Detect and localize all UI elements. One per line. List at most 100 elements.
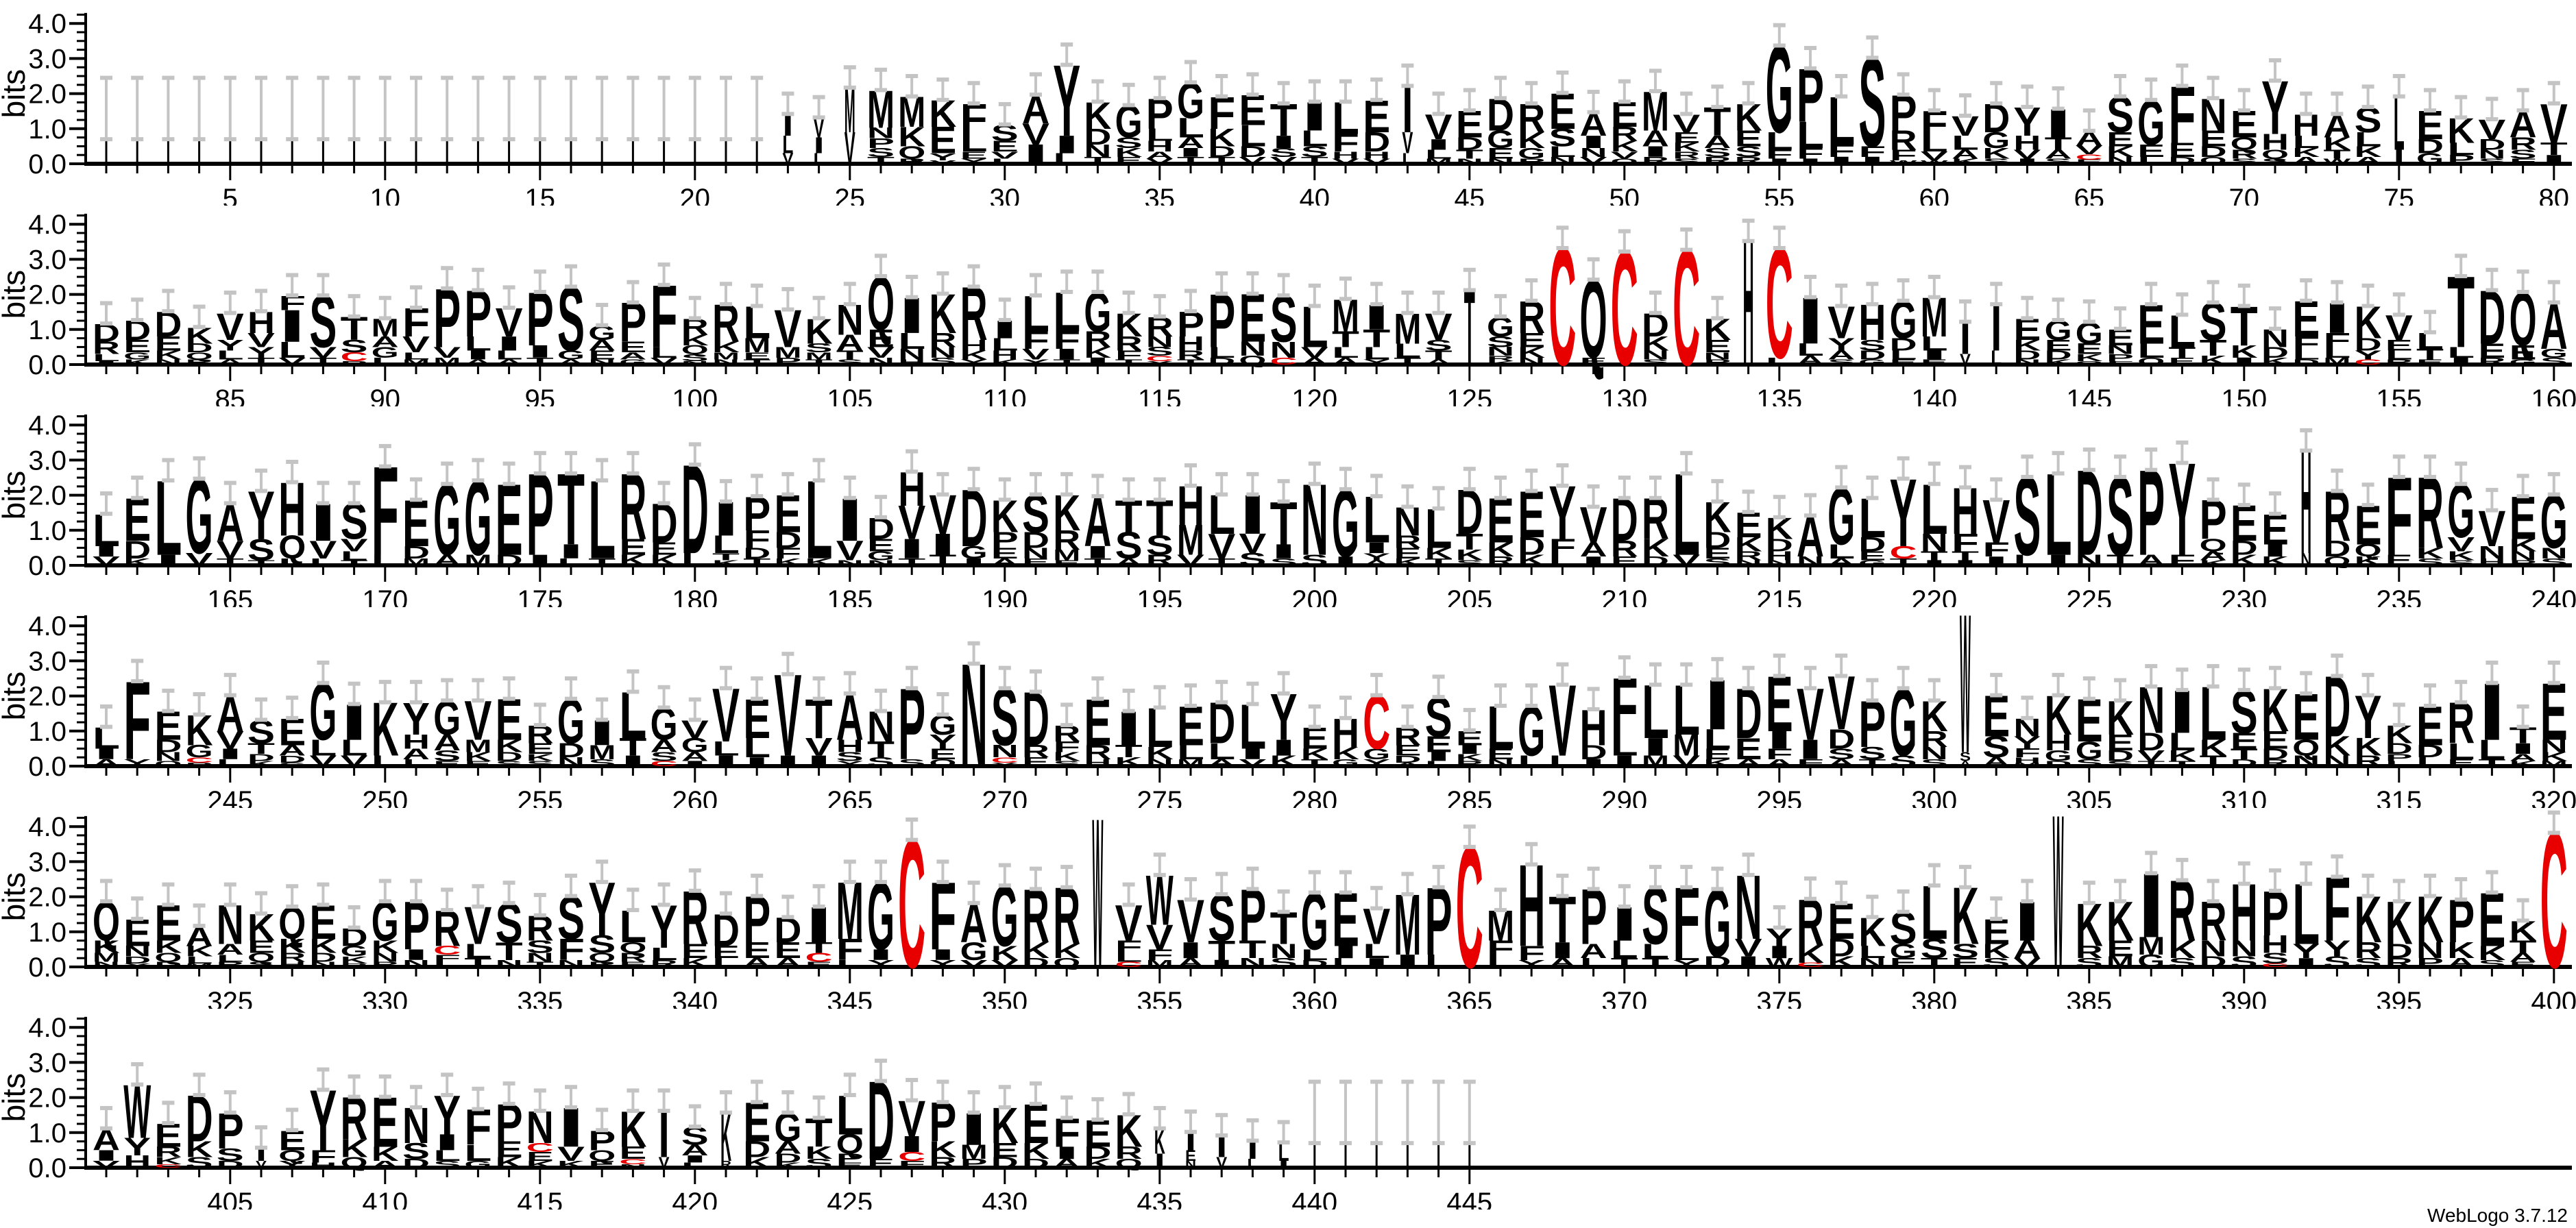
error-bar bbox=[751, 1079, 764, 1105]
logo-letter: Y bbox=[1022, 358, 1049, 366]
logo-letter: Y bbox=[2323, 936, 2350, 961]
error-bar bbox=[286, 75, 299, 142]
logo-letter: K bbox=[774, 1161, 801, 1169]
logo-letter: M bbox=[464, 736, 491, 756]
logo-letter: R bbox=[341, 962, 368, 968]
error-bar bbox=[720, 1090, 732, 1115]
logo-letter: R bbox=[186, 761, 213, 767]
error-bar bbox=[1556, 225, 1569, 251]
logo-letter: S bbox=[1487, 333, 1514, 350]
logo-letter: A bbox=[278, 742, 306, 759]
logo-letter: A bbox=[2013, 935, 2041, 963]
logo-row-canvas-6: 0.0 1.0 2.0 3.0 4.0 bits 405 410 415 420 425 430 435… bbox=[0, 1013, 2572, 1218]
logo-letter: V bbox=[1611, 149, 1638, 161]
logo-letter: E bbox=[247, 937, 275, 957]
logo-letter: T bbox=[1177, 155, 1204, 167]
error-bar bbox=[967, 881, 980, 905]
logo-letter: M bbox=[1177, 757, 1204, 769]
logo-letter: Q bbox=[929, 757, 956, 769]
logo-letter: V bbox=[1960, 351, 1971, 368]
error-bar bbox=[223, 291, 236, 315]
logo-letter: K bbox=[2200, 353, 2227, 367]
error-bar bbox=[998, 665, 1011, 691]
logo-letter: K bbox=[526, 752, 554, 763]
error-bar bbox=[2082, 299, 2095, 324]
logo-letter: E bbox=[1611, 554, 1638, 568]
logo-letter: W bbox=[1890, 159, 1917, 164]
logo-letter: H bbox=[2261, 930, 2289, 958]
logo-letter: N bbox=[2510, 549, 2537, 563]
logo-letter: V bbox=[247, 328, 275, 351]
logo-letter: I bbox=[619, 752, 646, 770]
logo-letter: I bbox=[1425, 136, 1453, 154]
logo-letter: T bbox=[743, 556, 770, 568]
logo-letter: N bbox=[867, 356, 895, 367]
error-bar bbox=[1277, 479, 1290, 504]
logo-letter: D bbox=[991, 1154, 1019, 1171]
logo-letter: I bbox=[1247, 1136, 1258, 1164]
logo-letter: S bbox=[1703, 556, 1731, 568]
logo-letter: R bbox=[1735, 549, 1762, 563]
error-bar bbox=[967, 264, 980, 289]
error-bar bbox=[1184, 463, 1197, 488]
error-bar bbox=[472, 884, 485, 909]
logo-letter: K bbox=[2261, 554, 2289, 568]
logo-letter: N bbox=[898, 345, 925, 363]
error-bar bbox=[441, 678, 454, 703]
error-bar bbox=[1184, 1109, 1197, 1134]
logo-letter: L bbox=[782, 130, 793, 158]
logo-letter: L bbox=[433, 960, 461, 968]
logo-letter: K bbox=[1022, 1138, 1049, 1164]
logo-letter: D bbox=[2261, 344, 2289, 361]
logo-letter: T bbox=[217, 556, 244, 568]
logo-letter: S bbox=[247, 960, 275, 968]
logo-letter: A bbox=[1332, 356, 1359, 367]
logo-letter: T bbox=[1425, 348, 1453, 363]
logo-letter: S bbox=[2076, 955, 2103, 970]
logo-letter: G bbox=[1858, 558, 1886, 567]
logo-letter: N bbox=[619, 1163, 646, 1168]
logo-letter: S bbox=[1146, 530, 1174, 561]
logo-letter: S bbox=[1858, 744, 1886, 763]
error-bar bbox=[1928, 863, 1941, 888]
logo-letter: C bbox=[2076, 153, 2103, 161]
logo-letter: S bbox=[217, 1145, 244, 1165]
logo-letter: N bbox=[1703, 350, 1731, 362]
error-bar bbox=[286, 1107, 299, 1133]
logo-letter: D bbox=[1022, 527, 1049, 552]
logo-letter: P bbox=[1703, 358, 1731, 366]
error-bar bbox=[348, 681, 361, 707]
logo-letter: K bbox=[1332, 744, 1359, 763]
logo-letter: K bbox=[2416, 545, 2444, 562]
error-bar bbox=[100, 879, 112, 904]
error-bar bbox=[1463, 1079, 1476, 1146]
error-bar bbox=[162, 882, 175, 907]
error-bar bbox=[2331, 468, 2344, 493]
logo-letter: L bbox=[1858, 942, 1886, 962]
error-bar bbox=[2269, 665, 2281, 691]
error-bar bbox=[1959, 465, 1971, 490]
logo-letter: R bbox=[1487, 554, 1514, 568]
error-bar bbox=[967, 1090, 980, 1115]
logo-letter: D bbox=[1208, 356, 1235, 367]
logo-letter: E bbox=[123, 336, 151, 356]
logo-letter: C bbox=[651, 759, 678, 768]
logo-letter: L bbox=[1247, 1156, 1258, 1170]
logo-letter: K bbox=[1053, 750, 1080, 764]
logo-letter: S bbox=[341, 336, 368, 356]
logo-letter: E bbox=[1487, 145, 1514, 162]
logo-letter: V bbox=[659, 1154, 670, 1171]
logo-letter: T bbox=[1464, 267, 1475, 387]
logo-letter: K bbox=[1518, 552, 1545, 569]
logo-letter: I bbox=[1239, 746, 1266, 763]
error-bar bbox=[906, 74, 919, 99]
error-bar bbox=[2145, 282, 2158, 306]
logo-letter: K bbox=[2447, 549, 2475, 563]
error-bar bbox=[378, 1074, 391, 1099]
logo-letter: H bbox=[2261, 130, 2289, 155]
logo-letter: Q bbox=[186, 350, 213, 362]
logo-letter: Y bbox=[123, 1133, 151, 1161]
logo-letter: F bbox=[1053, 739, 1080, 756]
logo-letter: R bbox=[1921, 726, 1948, 752]
logo-letter: T bbox=[247, 740, 275, 757]
